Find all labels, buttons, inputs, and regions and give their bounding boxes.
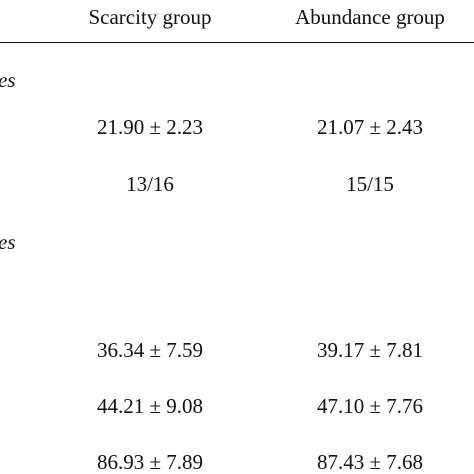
cell: 21.07 ± 2.43 (316, 115, 424, 139)
cell: 15/15 (346, 172, 394, 196)
cell: 21.90 ± 2.23 (96, 115, 204, 139)
cell: 36.34 ± 7.59 (96, 338, 204, 362)
section-label: es (0, 230, 16, 254)
cell: 87.43 ± 7.68 (316, 450, 424, 474)
header-rule (0, 42, 474, 43)
cell: 39.17 ± 7.81 (316, 338, 424, 362)
column-header: Abundance group (295, 5, 445, 29)
cell: 44.21 ± 9.08 (96, 394, 204, 418)
section-label: es (0, 68, 16, 92)
column-header: Scarcity group (88, 5, 212, 29)
cell: 47.10 ± 7.76 (316, 394, 424, 418)
cell: 86.93 ± 7.89 (96, 450, 204, 474)
cell: 13/16 (126, 172, 174, 196)
